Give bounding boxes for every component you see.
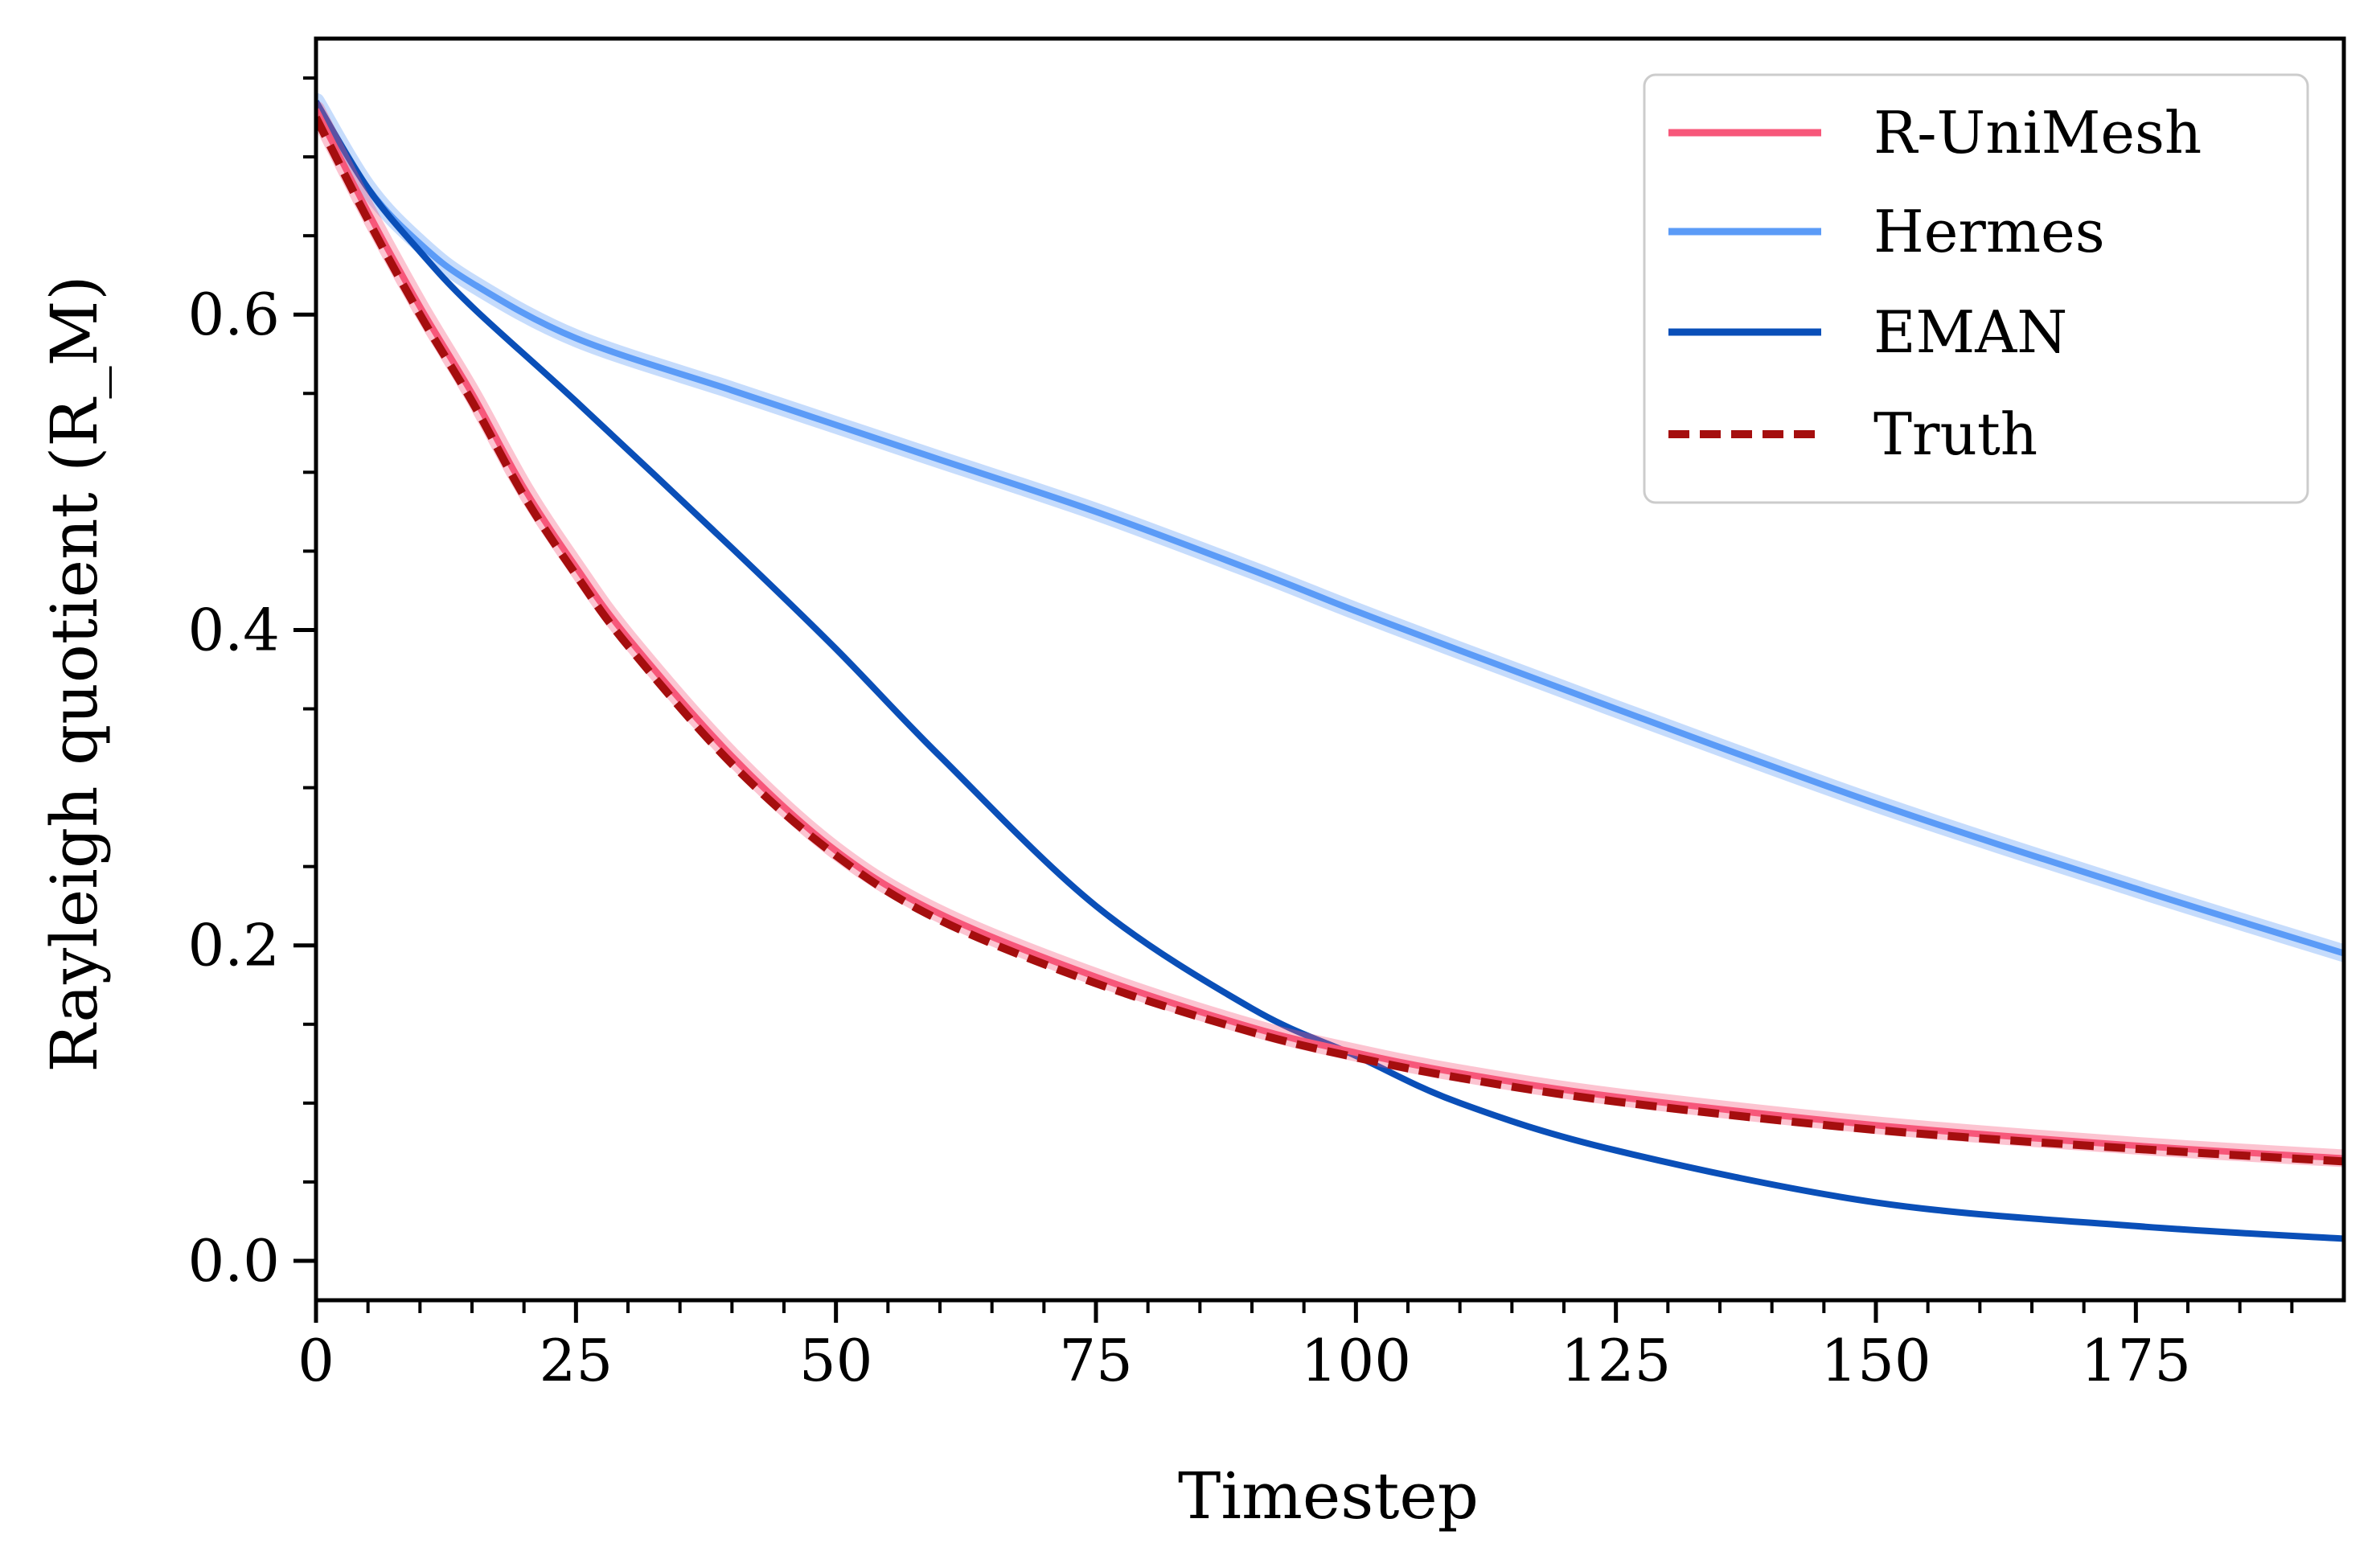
x-tick-label: 25 [540,1327,614,1394]
x-tick-label: 125 [1561,1327,1671,1394]
legend-frame [1643,73,2309,504]
legend-label-r-unimesh: R-UniMesh [1873,99,2202,166]
series-line-eman [316,100,2344,1242]
legend-label-eman: EMAN [1873,298,2067,366]
x-axis-label: Timestep [1178,1459,1479,1533]
x-tick-label: 175 [2081,1327,2191,1394]
x-tick-label: 75 [1059,1327,1133,1394]
x-tick-label: 0 [298,1327,334,1394]
series-layer [316,92,2344,1242]
x-tick-label: 100 [1301,1327,1411,1394]
y-tick-label: 0.4 [187,596,280,663]
y-axis-label: Rayleigh quotient (R_M) [37,275,112,1072]
y-tick-label: 0.6 [187,281,280,348]
plot-frame [314,36,2346,1303]
y-tick-label: 0.2 [187,912,280,979]
axes-layer: 0 25 50 75 100 125 150 175 0.0 0.2 0.4 0.6 [187,36,2346,1394]
y-tick-label: 0.0 [187,1227,280,1295]
x-tick-label: 50 [799,1327,873,1394]
x-tick-label: 150 [1820,1327,1931,1394]
series-line-truth [316,115,2344,1166]
series-line-hermes [316,100,2344,957]
legend-label-truth: Truth [1873,400,2038,468]
legend-label-hermes: Hermes [1873,198,2105,265]
legend: R-UniMesh Hermes EMAN Truth [1643,73,2309,504]
